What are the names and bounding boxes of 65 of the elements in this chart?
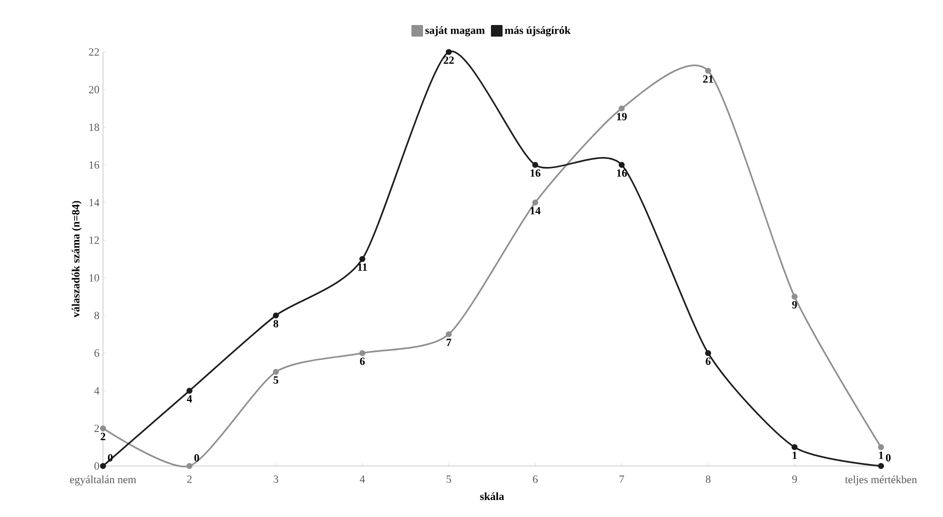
x-tick-label: 7 [620,476,624,483]
data-label: 9 [792,301,797,309]
y-tick-label: 12 [90,236,99,244]
point [272,312,279,318]
x-tick-label: 9 [792,476,797,483]
y-tick-label: 22 [89,48,99,56]
data-label: 0 [886,454,891,462]
point [705,350,712,356]
y-tick-label: 0 [94,462,100,470]
legend-label: saját magam [425,26,485,36]
y-tick-label: 10 [90,274,100,282]
y-tick-label: 6 [94,349,100,357]
data-label: 0 [194,454,200,462]
x-tick-label: 5 [446,476,452,483]
point [186,462,192,469]
point [186,388,192,394]
data-label: 1 [792,452,797,459]
x-axis-title: skála [480,492,504,500]
data-label: 5 [274,376,278,384]
x-tick-label: 6 [532,476,538,483]
point [792,294,798,300]
point [100,425,106,432]
y-tick-label: 16 [90,161,100,169]
data-label: 1 [879,452,884,459]
data-label: 14 [530,207,540,214]
data-label: 7 [446,338,452,346]
point [878,444,884,450]
data-label: 22 [444,56,454,64]
point [878,462,884,469]
point [446,331,452,338]
data-label: 8 [274,320,278,328]
point [705,68,712,74]
y-tick-label: 8 [94,312,100,320]
data-label: 19 [617,112,627,120]
point [359,256,366,262]
y-tick-label: 14 [90,198,100,206]
data-label: 21 [703,75,714,83]
y-tick-label: 4 [94,387,100,394]
x-tick-label: 2 [187,476,192,483]
legend-label: más újságírók [504,26,571,36]
y-tick-label: 20 [89,86,100,94]
x-tick-label: 3 [274,476,278,483]
point [618,105,625,112]
data-label: 11 [358,264,367,271]
point [792,444,798,450]
x-tick-label: teljes mértékben [845,476,917,486]
point [446,48,452,55]
data-label: 16 [617,169,627,177]
data-label: 6 [706,358,711,365]
x-tick-label: 8 [706,476,710,483]
y-tick-label: 18 [90,124,100,131]
point [359,350,366,356]
point [618,162,625,168]
data-label: 2 [100,432,106,440]
data-label: 4 [186,395,192,402]
point [532,200,538,206]
x-tick-label: 4 [360,476,365,483]
point [100,462,106,469]
point [532,162,538,168]
y-axis-title: válaszadók száma (n=84) [72,200,82,318]
data-label: 6 [360,358,365,365]
point [272,368,279,375]
x-tick-label: egyáltalán nem [70,476,136,486]
data-label: 16 [530,169,540,177]
y-tick-label: 2 [94,424,99,432]
